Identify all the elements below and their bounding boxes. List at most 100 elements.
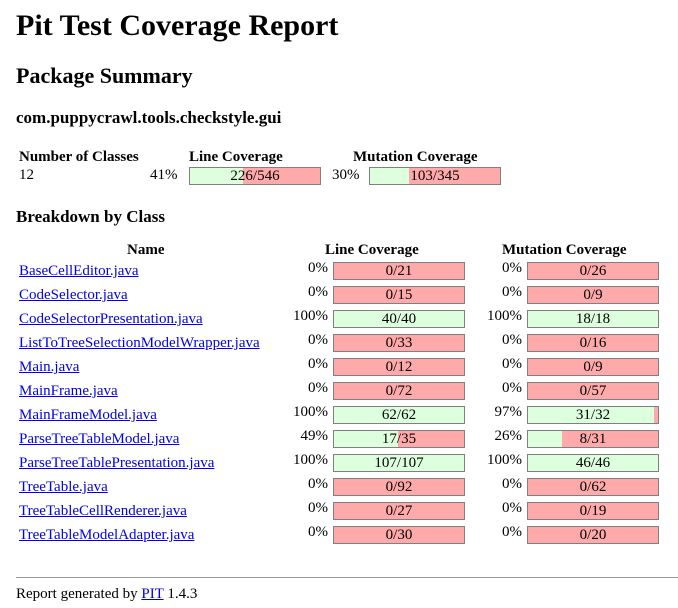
mutation-coverage-fill: [528, 455, 658, 471]
line-coverage-column-header: Line Coverage: [325, 242, 419, 258]
mutation-coverage-bar: 18/18: [527, 310, 659, 328]
line-coverage-percent: 100%: [293, 308, 328, 324]
number-of-classes-header: Number of Classes: [19, 149, 139, 165]
page-title: Pit Test Coverage Report: [16, 9, 339, 42]
line-coverage-fill: [334, 407, 464, 423]
footer-divider: [16, 577, 678, 578]
line-coverage-bar: 107/107: [333, 454, 465, 472]
class-link[interactable]: ParseTreeTablePresentation.java: [19, 455, 215, 471]
mutation-coverage-percent: 100%: [487, 452, 522, 468]
mutation-coverage-ratio: 103/345: [410, 168, 460, 184]
mutation-coverage-ratio: 8/31: [579, 431, 607, 447]
footer: Report generated by PIT 1.4.3: [16, 585, 197, 603]
breakdown-heading: Breakdown by Class: [16, 207, 165, 226]
mutation-coverage-ratio: 0/9: [583, 359, 603, 375]
mutation-coverage-ratio: 0/20: [579, 527, 607, 543]
class-link[interactable]: ParseTreeTableModel.java: [19, 431, 180, 447]
class-link[interactable]: ListToTreeSelectionModelWrapper.java: [19, 335, 260, 351]
mutation-coverage-bar: 0/9: [527, 358, 659, 376]
mutation-coverage-bar: 0/57: [527, 382, 659, 400]
line-coverage-fill: [334, 455, 464, 471]
mutation-coverage-bar: 0/26: [527, 262, 659, 280]
table-row: ParseTreeTableModel.java 49% 17/35 26% 8/31: [16, 427, 678, 451]
package-name: com.puppycrawl.tools.checkstyle.gui: [16, 108, 282, 127]
mutation-coverage-bar: 8/31: [527, 430, 659, 448]
class-link[interactable]: MainFrame.java: [19, 383, 118, 399]
package-summary-table: Number of Classes Line Coverage Mutation…: [16, 148, 678, 188]
package-summary-heading: Package Summary: [16, 63, 193, 88]
mutation-coverage-ratio: 46/46: [575, 455, 611, 471]
line-coverage-fill: [334, 311, 464, 327]
table-row: ParseTreeTablePresentation.java 100% 107/1…: [16, 451, 678, 475]
mutation-coverage-ratio: 0/16: [579, 335, 607, 351]
line-coverage-header: Line Coverage: [189, 149, 283, 165]
line-coverage-percent: 100%: [293, 404, 328, 420]
line-coverage-bar: 17/35: [333, 430, 465, 448]
line-coverage-bar: 0/27: [333, 502, 465, 520]
line-coverage-fill: [190, 168, 244, 184]
class-link[interactable]: Main.java: [19, 359, 80, 375]
line-coverage-bar: 62/62: [333, 406, 465, 424]
line-coverage-ratio: 62/62: [381, 407, 417, 423]
mutation-coverage-percent: 0%: [502, 476, 522, 492]
class-link[interactable]: CodeSelector.java: [19, 287, 128, 303]
mutation-coverage-percent: 97%: [494, 404, 523, 420]
pit-version: 1.4.3: [167, 586, 198, 602]
line-coverage-bar: 226/546: [189, 167, 321, 185]
class-link[interactable]: CodeSelectorPresentation.java: [19, 311, 203, 327]
table-row: CodeSelector.java 0% 0/15 0% 0/9: [16, 283, 678, 307]
mutation-coverage-percent: 100%: [487, 308, 522, 324]
table-row: TreeTable.java 0% 0/92 0% 0/62: [16, 475, 678, 499]
line-coverage-ratio: 226/546: [230, 168, 280, 184]
line-coverage-percent: 0%: [308, 356, 328, 372]
table-row: Main.java 0% 0/12 0% 0/9: [16, 355, 678, 379]
line-coverage-bar: 0/33: [333, 334, 465, 352]
number-of-classes-value: 12: [19, 167, 34, 183]
line-coverage-ratio: 0/30: [385, 527, 413, 543]
line-coverage-ratio: 0/21: [385, 263, 413, 279]
line-coverage-ratio: 0/12: [385, 359, 413, 375]
mutation-coverage-bar: 0/9: [527, 286, 659, 304]
line-coverage-ratio: 0/15: [385, 287, 413, 303]
line-coverage-percent: 0%: [308, 476, 328, 492]
line-coverage-bar: 0/72: [333, 382, 465, 400]
mutation-coverage-fill: [528, 311, 658, 327]
line-coverage-bar: 0/12: [333, 358, 465, 376]
mutation-coverage-ratio: 0/9: [583, 287, 603, 303]
class-link[interactable]: BaseCellEditor.java: [19, 263, 139, 279]
name-column-header: Name: [127, 242, 165, 258]
line-coverage-percent: 0%: [308, 284, 328, 300]
pit-link[interactable]: PIT: [141, 586, 164, 602]
line-coverage-ratio: 0/72: [385, 383, 413, 399]
line-coverage-bar: 40/40: [333, 310, 465, 328]
line-coverage-percent: 0%: [308, 380, 328, 396]
class-link[interactable]: TreeTable.java: [19, 479, 108, 495]
line-coverage-ratio: 0/27: [385, 503, 413, 519]
mutation-coverage-percent: 26%: [494, 428, 523, 444]
table-row: ListToTreeSelectionModelWrapper.java 0% 0/…: [16, 331, 678, 355]
table-row: TreeTableCellRenderer.java 0% 0/27 0% 0/19: [16, 499, 678, 523]
table-row: MainFrameModel.java 100% 62/62 97% 31/32: [16, 403, 678, 427]
mutation-coverage-column-header: Mutation Coverage: [502, 242, 627, 258]
line-coverage-bar: 0/15: [333, 286, 465, 304]
line-coverage-bar: 0/92: [333, 478, 465, 496]
table-row: CodeSelectorPresentation.java 100% 40/40 10…: [16, 307, 678, 331]
mutation-coverage-percent: 30%: [332, 167, 360, 183]
mutation-coverage-ratio: 0/19: [579, 503, 607, 519]
class-link[interactable]: TreeTableCellRenderer.java: [19, 503, 187, 519]
mutation-coverage-percent: 0%: [502, 524, 522, 540]
line-coverage-bar: 0/30: [333, 526, 465, 544]
mutation-coverage-header: Mutation Coverage: [353, 149, 478, 165]
line-coverage-percent: 0%: [308, 332, 328, 348]
breakdown-table: Name Line Coverage Mutation Coverage Bas…: [16, 241, 678, 561]
line-coverage-fill: [334, 431, 398, 447]
line-coverage-percent: 0%: [308, 260, 328, 276]
mutation-coverage-percent: 0%: [502, 500, 522, 516]
mutation-coverage-percent: 0%: [502, 380, 522, 396]
mutation-coverage-fill: [528, 407, 655, 423]
line-coverage-ratio: 107/107: [374, 455, 424, 471]
class-link[interactable]: MainFrameModel.java: [19, 407, 157, 423]
class-link[interactable]: TreeTableModelAdapter.java: [19, 527, 195, 543]
line-coverage-percent: 100%: [293, 452, 328, 468]
mutation-coverage-bar: 46/46: [527, 454, 659, 472]
